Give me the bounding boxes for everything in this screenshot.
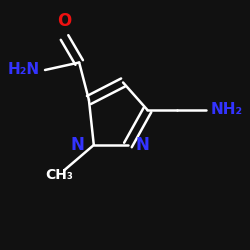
Text: H₂N: H₂N bbox=[8, 62, 40, 78]
Text: O: O bbox=[58, 12, 72, 30]
Text: N: N bbox=[70, 136, 84, 154]
Text: NH₂: NH₂ bbox=[211, 102, 243, 118]
Text: N: N bbox=[135, 136, 149, 154]
Text: CH₃: CH₃ bbox=[46, 168, 74, 182]
